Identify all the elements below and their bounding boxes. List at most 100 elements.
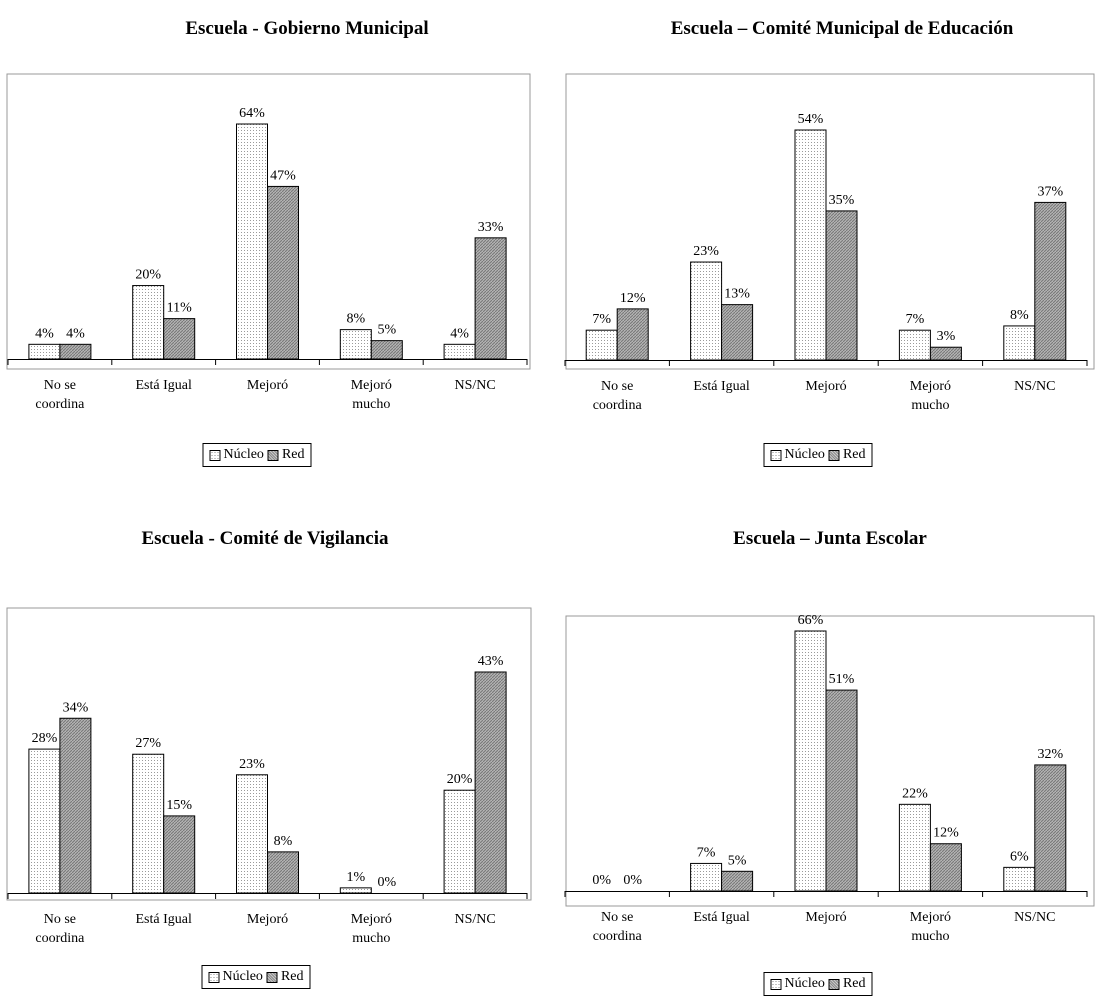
x-tick-label: Está Igual [693,910,749,925]
bar-nucleo [898,329,931,361]
x-tick-label: Está Igual [693,379,749,394]
x-tick-label: Mejoró [247,378,288,393]
data-label-red: 8% [274,834,293,849]
legend-label-red: Red [842,976,866,991]
bar-nucleo [339,887,372,894]
bar-red [721,870,754,892]
chart-panel: 4% 4% No se coordina 20% 11% Está Igual 64% 47% M… [6,73,531,412]
data-label-red: 3% [937,329,956,344]
data-label-nucleo: 4% [450,326,469,341]
x-tick-label: Mejoró mucho [910,379,951,413]
bar-nucleo [236,123,268,360]
data-label-red: 0% [377,875,396,890]
data-label-nucleo: 66% [798,613,824,628]
legend-label-nucleo: Núcleo [222,969,263,984]
bar-nucleo [132,753,165,894]
data-label-red: 5% [377,323,396,338]
bar-red [1034,764,1067,892]
bar-red [474,237,507,360]
data-label-red: 32% [1037,747,1063,762]
legend-label-red: Red [842,447,866,462]
data-label-red: 47% [270,168,296,183]
chart-panel: 7% 12% No se coordina 23% 13% Está Igual 54% 35%… [564,73,1095,413]
legend-swatch-nucleo [770,978,782,990]
data-label-nucleo: 7% [906,312,925,327]
bar-red [474,671,507,894]
data-label-red: 43% [478,654,504,669]
x-tick-label: NS/NC [1014,910,1055,925]
bar-nucleo [132,285,165,360]
data-label-red: 11% [167,301,192,316]
x-tick-label: NS/NC [1014,379,1055,394]
data-label-red: 35% [829,193,855,208]
legend-item-nucleo: Núcleo [770,447,825,463]
bar-nucleo [690,261,723,361]
data-label-nucleo: 22% [902,786,928,801]
legend: Núcleo Red [202,443,312,467]
bar-nucleo [898,803,931,892]
bar-nucleo [28,748,61,894]
legend-label-nucleo: Núcleo [784,976,825,991]
bar-red [267,185,299,360]
legend-label-red: Red [281,447,305,462]
legend-item-red: Red [828,447,866,463]
x-tick-label: Mejoró mucho [351,378,392,412]
chart-title: Escuela – Comité Municipal de Educación [670,18,1014,39]
x-tick-label: Mejoró [805,379,846,394]
data-label-nucleo: 23% [693,244,719,259]
data-label-nucleo: 23% [239,757,265,772]
x-tick-label: NS/NC [454,912,495,927]
legend-swatch-red [267,449,279,461]
bar-red [163,318,196,360]
data-label-red: 12% [620,291,646,306]
legend-swatch-red [266,971,278,983]
data-label-red: 13% [724,287,750,302]
bar-red [370,340,403,360]
data-label-nucleo: 20% [447,772,473,787]
data-label-red: 0% [623,873,642,888]
bar-nucleo [794,129,827,361]
bar-red [59,343,92,360]
data-label-nucleo: 20% [135,268,161,283]
data-label-nucleo: 6% [1010,849,1029,864]
bar-red [59,717,92,894]
x-tick-label: Está Igual [136,912,192,927]
bar-nucleo [236,774,268,894]
bar-nucleo [443,343,476,360]
data-label-nucleo: 1% [346,870,365,885]
chart-frame [565,615,1095,907]
data-label-nucleo: 54% [798,112,824,127]
legend-label-nucleo: Núcleo [223,447,264,462]
chart-frame [6,73,531,370]
bar-red [721,304,754,361]
x-tick-label: NS/NC [454,378,495,393]
data-label-red: 4% [66,326,85,341]
x-tick-label: Mejoró mucho [910,910,951,944]
bar-red [825,210,858,361]
x-tick-label: Mejoró mucho [351,912,392,946]
data-label-red: 5% [728,853,747,868]
legend-item-nucleo: Núcleo [208,969,263,985]
bar-red [616,308,649,361]
bar-nucleo [339,329,372,360]
legend-item-nucleo: Núcleo [770,976,825,992]
data-label-nucleo: 64% [239,106,265,121]
legend-item-red: Red [267,447,305,463]
bar-red [163,815,196,894]
chart-panel: 0% 0% No se coordina 7% 5% Está Igual 66% 51% Mej… [564,613,1095,944]
data-label-nucleo: 8% [346,312,365,327]
bar-nucleo [1003,325,1036,361]
legend-label-nucleo: Núcleo [784,447,825,462]
data-label-red: 12% [933,826,959,841]
data-label-nucleo: 7% [592,312,611,327]
x-tick-label: No se coordina [593,910,643,944]
bar-nucleo [443,789,476,894]
bar-red [929,843,962,892]
bar-nucleo [28,343,61,360]
legend-item-red: Red [266,969,304,985]
legend-swatch-red [828,449,840,461]
data-label-nucleo: 0% [592,873,611,888]
data-label-red: 15% [166,798,192,813]
legend: Núcleo Red [201,965,311,989]
chart-frame [6,607,532,901]
